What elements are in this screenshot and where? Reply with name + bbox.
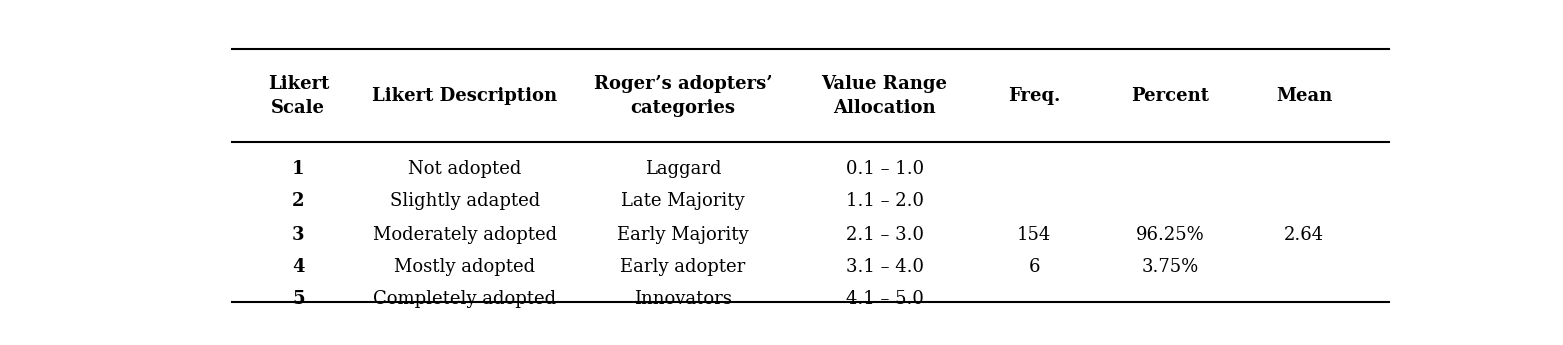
Text: 6: 6: [1028, 258, 1039, 276]
Text: 4: 4: [292, 258, 305, 276]
Text: Likert
Scale: Likert Scale: [267, 75, 330, 117]
Text: 154: 154: [1018, 226, 1052, 244]
Text: 5: 5: [292, 290, 305, 308]
Text: 0.1 – 1.0: 0.1 – 1.0: [846, 160, 924, 178]
Text: 2: 2: [292, 192, 305, 210]
Text: Mostly adopted: Mostly adopted: [394, 258, 536, 276]
Text: 2.1 – 3.0: 2.1 – 3.0: [846, 226, 924, 244]
Text: 3: 3: [292, 226, 305, 244]
Text: 1.1 – 2.0: 1.1 – 2.0: [846, 192, 924, 210]
Text: 1: 1: [292, 160, 305, 178]
Text: Early adopter: Early adopter: [621, 258, 746, 276]
Text: 3.1 – 4.0: 3.1 – 4.0: [846, 258, 924, 276]
Text: Late Majority: Late Majority: [621, 192, 744, 210]
Text: 3.75%: 3.75%: [1143, 258, 1199, 276]
Text: Freq.: Freq.: [1008, 87, 1060, 105]
Text: 4.1 – 5.0: 4.1 – 5.0: [846, 290, 924, 308]
Text: Value Range
Allocation: Value Range Allocation: [822, 75, 947, 117]
Text: Roger’s adopters’
categories: Roger’s adopters’ categories: [594, 75, 772, 117]
Text: Percent: Percent: [1132, 87, 1210, 105]
Text: Completely adopted: Completely adopted: [374, 290, 556, 308]
Text: Slightly adapted: Slightly adapted: [389, 192, 541, 210]
Text: Innovators: Innovators: [635, 290, 731, 308]
Text: Likert Description: Likert Description: [372, 87, 558, 105]
Text: Moderately adopted: Moderately adopted: [374, 226, 556, 244]
Text: 96.25%: 96.25%: [1136, 226, 1205, 244]
Text: Laggard: Laggard: [644, 160, 721, 178]
Text: Early Majority: Early Majority: [617, 226, 749, 244]
Text: 2.64: 2.64: [1285, 226, 1324, 244]
Text: Not adopted: Not adopted: [408, 160, 522, 178]
Text: Mean: Mean: [1277, 87, 1333, 105]
